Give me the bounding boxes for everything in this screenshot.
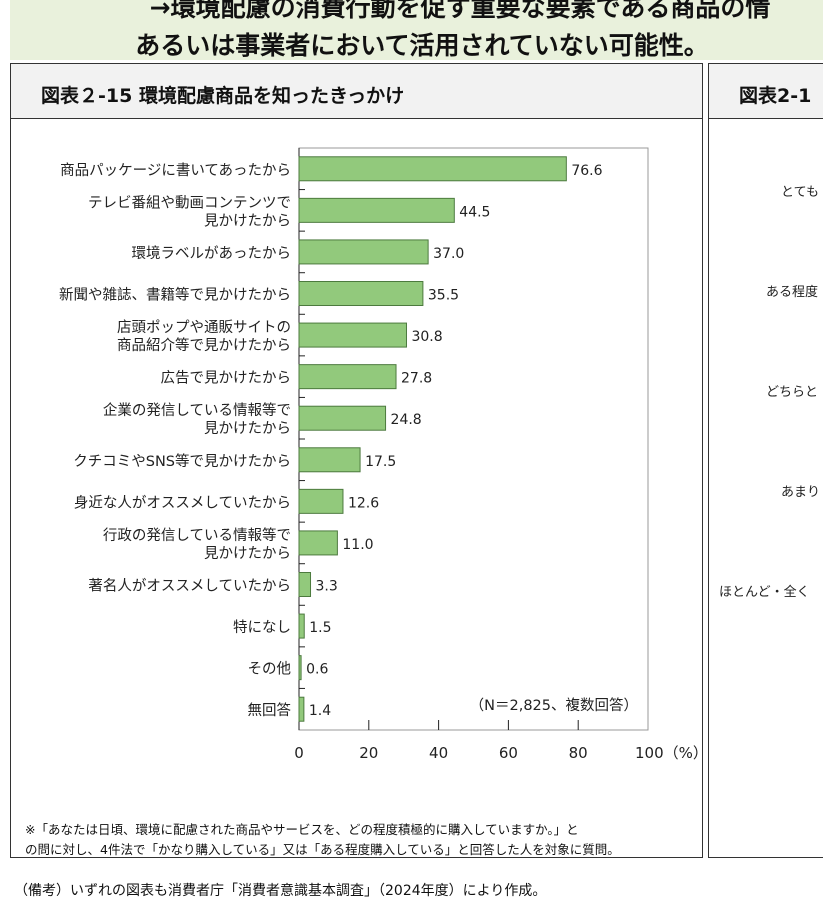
note-line-2: の問に対し、4件法で「かなり購入している」又は「ある程度購入している」と回答した… (25, 842, 620, 857)
x-tick-label: 0 (294, 744, 304, 762)
data-label: 35.5 (428, 288, 459, 304)
right-label: ある程度 (766, 285, 819, 300)
data-label: 11.0 (342, 537, 373, 553)
note-line-1: ※「あなたは日頃、環境に配慮された商品やサービスを、どの程度積極的に購入していま… (25, 822, 579, 837)
chart-title: 図表２-15 環境配慮商品を知ったきっかけ (11, 64, 702, 119)
right-label: あまり (781, 485, 821, 500)
right-panel-title: 図表2-1 (709, 64, 823, 119)
category-label: 新聞や雑誌、書籍等で見かけたから (59, 286, 291, 304)
category-label: テレビ番組や動画コンテンツで (88, 194, 291, 211)
data-label: 44.5 (459, 204, 490, 220)
category-label: 無回答 (248, 702, 292, 719)
category-label: 環境ラベルがあったから (132, 244, 292, 262)
data-label: 1.4 (309, 703, 331, 719)
footer-source: （備考）いずれの図表も消費者庁「消費者意識基本調査」（2024年度）により作成。 (14, 883, 547, 899)
category-label: 店頭ポップや通販サイトの (117, 319, 291, 336)
category-label: 商品紹介等で見かけたから (117, 336, 291, 354)
data-label: 76.6 (571, 163, 602, 179)
bar (298, 696, 305, 722)
x-tick-label: 60 (499, 744, 518, 762)
data-label: 12.6 (348, 495, 379, 511)
plot-area (298, 147, 649, 731)
data-label: 37.0 (433, 246, 464, 262)
category-label: 著名人がオススメしていたから (88, 578, 291, 595)
x-tick-label: 20 (359, 744, 378, 762)
category-label: クチコミやSNS等で見かけたから (73, 452, 291, 470)
right-label: とても (781, 185, 819, 200)
data-label: 27.8 (401, 371, 432, 387)
category-label: 企業の発信している情報等で (103, 401, 291, 419)
bar (298, 197, 455, 223)
data-label: 3.3 (316, 579, 338, 595)
category-label: 行政の発信している情報等で (103, 526, 291, 544)
right-label: どちらと (766, 385, 819, 400)
x-tick-label: 40 (429, 744, 448, 762)
data-label: 24.8 (391, 412, 422, 428)
bar (298, 613, 305, 639)
bar (298, 239, 429, 265)
chart-annotation: （N＝2,825、複数回答） (470, 697, 638, 714)
bar (298, 447, 361, 473)
x-tick-label: 100（%） (635, 744, 702, 762)
category-label: その他 (248, 661, 292, 678)
bar (298, 156, 567, 182)
data-label: 0.6 (306, 662, 328, 678)
category-label: 広告で見かけたから (161, 370, 292, 387)
bar (298, 530, 338, 556)
category-label: 見かけたから (204, 212, 291, 229)
category-label: 見かけたから (204, 545, 291, 562)
chart-panel: 図表２-15 環境配慮商品を知ったきっかけ 76.6 商品パッケージに書いてあった… (10, 63, 703, 858)
bar (298, 405, 387, 431)
bar-chart: 76.6商品パッケージに書いてあったから44.5テレビ番組や動画コンテンツで見か… (59, 147, 702, 762)
banner-line-1: →環境配慮の消費行動を促す重要な要素である商品の情 (149, 0, 771, 22)
right-panel: 図表2-1 とても ある程度 どちらと あまり ほとんど・全く (708, 63, 823, 858)
category-label: 身近な人がオススメしていたから (74, 494, 291, 511)
data-label: 30.8 (411, 329, 442, 345)
x-tick-label: 80 (569, 744, 588, 762)
right-label: ほとんど・全く (719, 585, 810, 600)
banner-line-2: あるいは事業者において活用されていない可能性。 (135, 31, 709, 60)
bar (298, 655, 302, 681)
chart-note: ※「あなたは日頃、環境に配慮された商品やサービスを、どの程度積極的に購入していま… (25, 820, 620, 860)
bar (298, 281, 424, 306)
bar (298, 572, 312, 597)
category-label: 特になし (233, 619, 291, 636)
bar (298, 322, 407, 348)
category-label: 見かけたから (204, 420, 291, 437)
data-label: 1.5 (309, 620, 331, 636)
bar (298, 488, 344, 514)
category-label: 商品パッケージに書いてあったから (60, 162, 291, 179)
data-label: 17.5 (365, 454, 396, 470)
bar (298, 364, 397, 390)
banner: →環境配慮の消費行動を促す重要な要素である商品の情 あるいは事業者において活用さ… (10, 0, 823, 60)
